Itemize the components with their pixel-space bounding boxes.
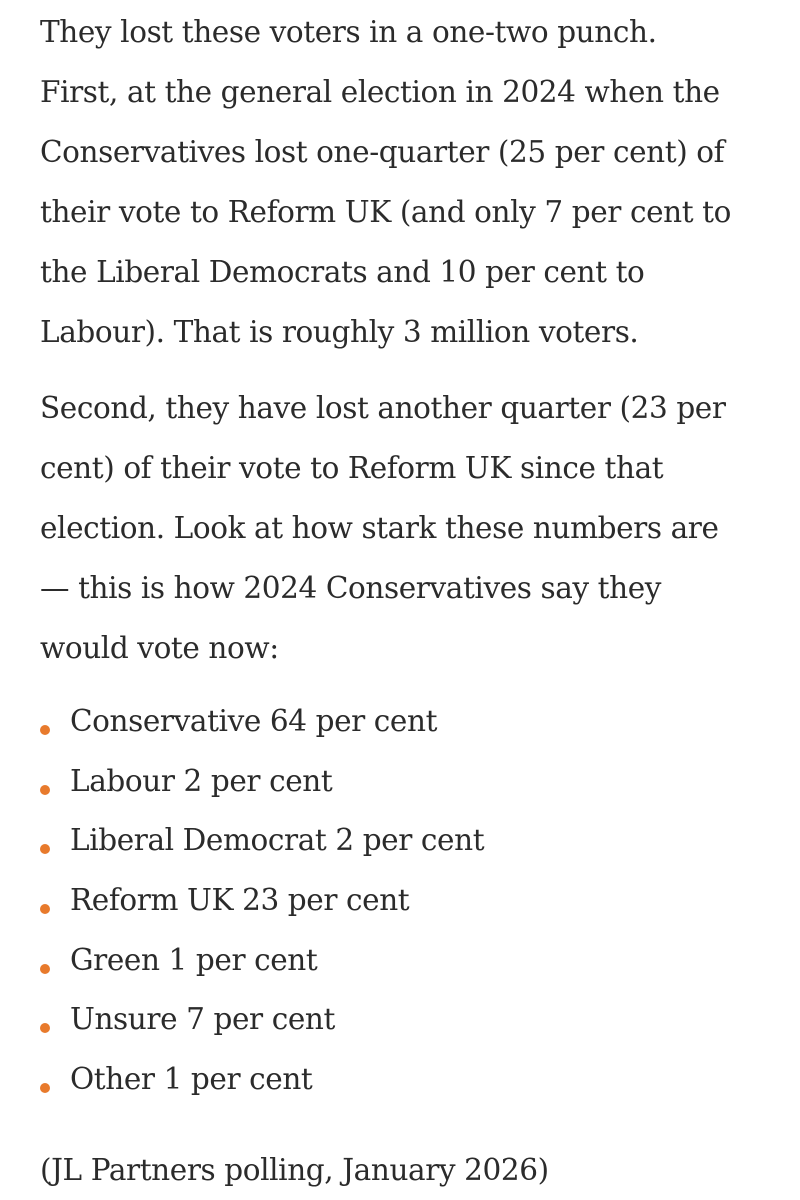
bullet-dot-icon — [40, 844, 50, 855]
bullet-dot-icon — [40, 963, 50, 974]
bullet-dot-icon — [40, 725, 50, 735]
list-item: Labour 2 per cent — [40, 752, 484, 812]
paragraph-line: the Liberal Democrats and 10 per cent to — [40, 255, 645, 289]
poll-results-list: Conservative 64 per cent Labour 2 per ce… — [40, 692, 485, 1110]
source-citation: (JL Partners polling, January 2026) — [40, 1153, 549, 1187]
list-item: Conservative 64 per cent — [40, 692, 484, 752]
list-item: Other 1 per cent — [40, 1050, 484, 1110]
list-item-text: Conservative 64 per cent — [70, 704, 438, 738]
list-item-text: Labour 2 per cent — [70, 763, 333, 798]
bullet-dot-icon — [40, 1083, 50, 1094]
paragraph-line: cent) of their vote to Reform UK since t… — [40, 451, 664, 485]
bullet-dot-icon — [40, 1023, 50, 1034]
list-item-text: Other 1 per cent — [70, 1062, 313, 1097]
list-item: Reform UK 23 per cent — [40, 871, 484, 931]
list-item-text: Reform UK 23 per cent — [70, 883, 410, 918]
paragraph-line: Second, they have lost another quarter (… — [40, 391, 726, 425]
list-item-text: Liberal Democrat 2 per cent — [70, 823, 485, 858]
bullet-dot-icon — [40, 904, 50, 915]
paragraph-line: election. Look at how stark these number… — [40, 511, 719, 545]
paragraph-line: would vote now: — [40, 631, 279, 665]
list-item: Liberal Democrat 2 per cent — [40, 811, 485, 871]
list-item: Unsure 7 per cent — [40, 990, 484, 1050]
paragraph-1: They lost these voters in a one-two punc… — [40, 2, 731, 362]
paragraph-line: Conservatives lost one-quarter (25 per c… — [40, 135, 725, 169]
list-item: Green 1 per cent — [40, 931, 484, 991]
paragraph-line: First, at the general election in 2024 w… — [40, 75, 720, 109]
paragraph-line: their vote to Reform UK (and only 7 per … — [40, 195, 732, 229]
paragraph-line: They lost these voters in a one-two punc… — [40, 15, 657, 49]
bullet-dot-icon — [40, 784, 50, 795]
list-item-text: Green 1 per cent — [70, 942, 318, 977]
paragraph-2: Second, they have lost another quarter (… — [40, 378, 726, 678]
paragraph-line: Labour). That is roughly 3 million voter… — [40, 315, 639, 349]
paragraph-line: — this is how 2024 Conservatives say the… — [40, 571, 662, 605]
list-item-text: Unsure 7 per cent — [70, 1002, 335, 1037]
